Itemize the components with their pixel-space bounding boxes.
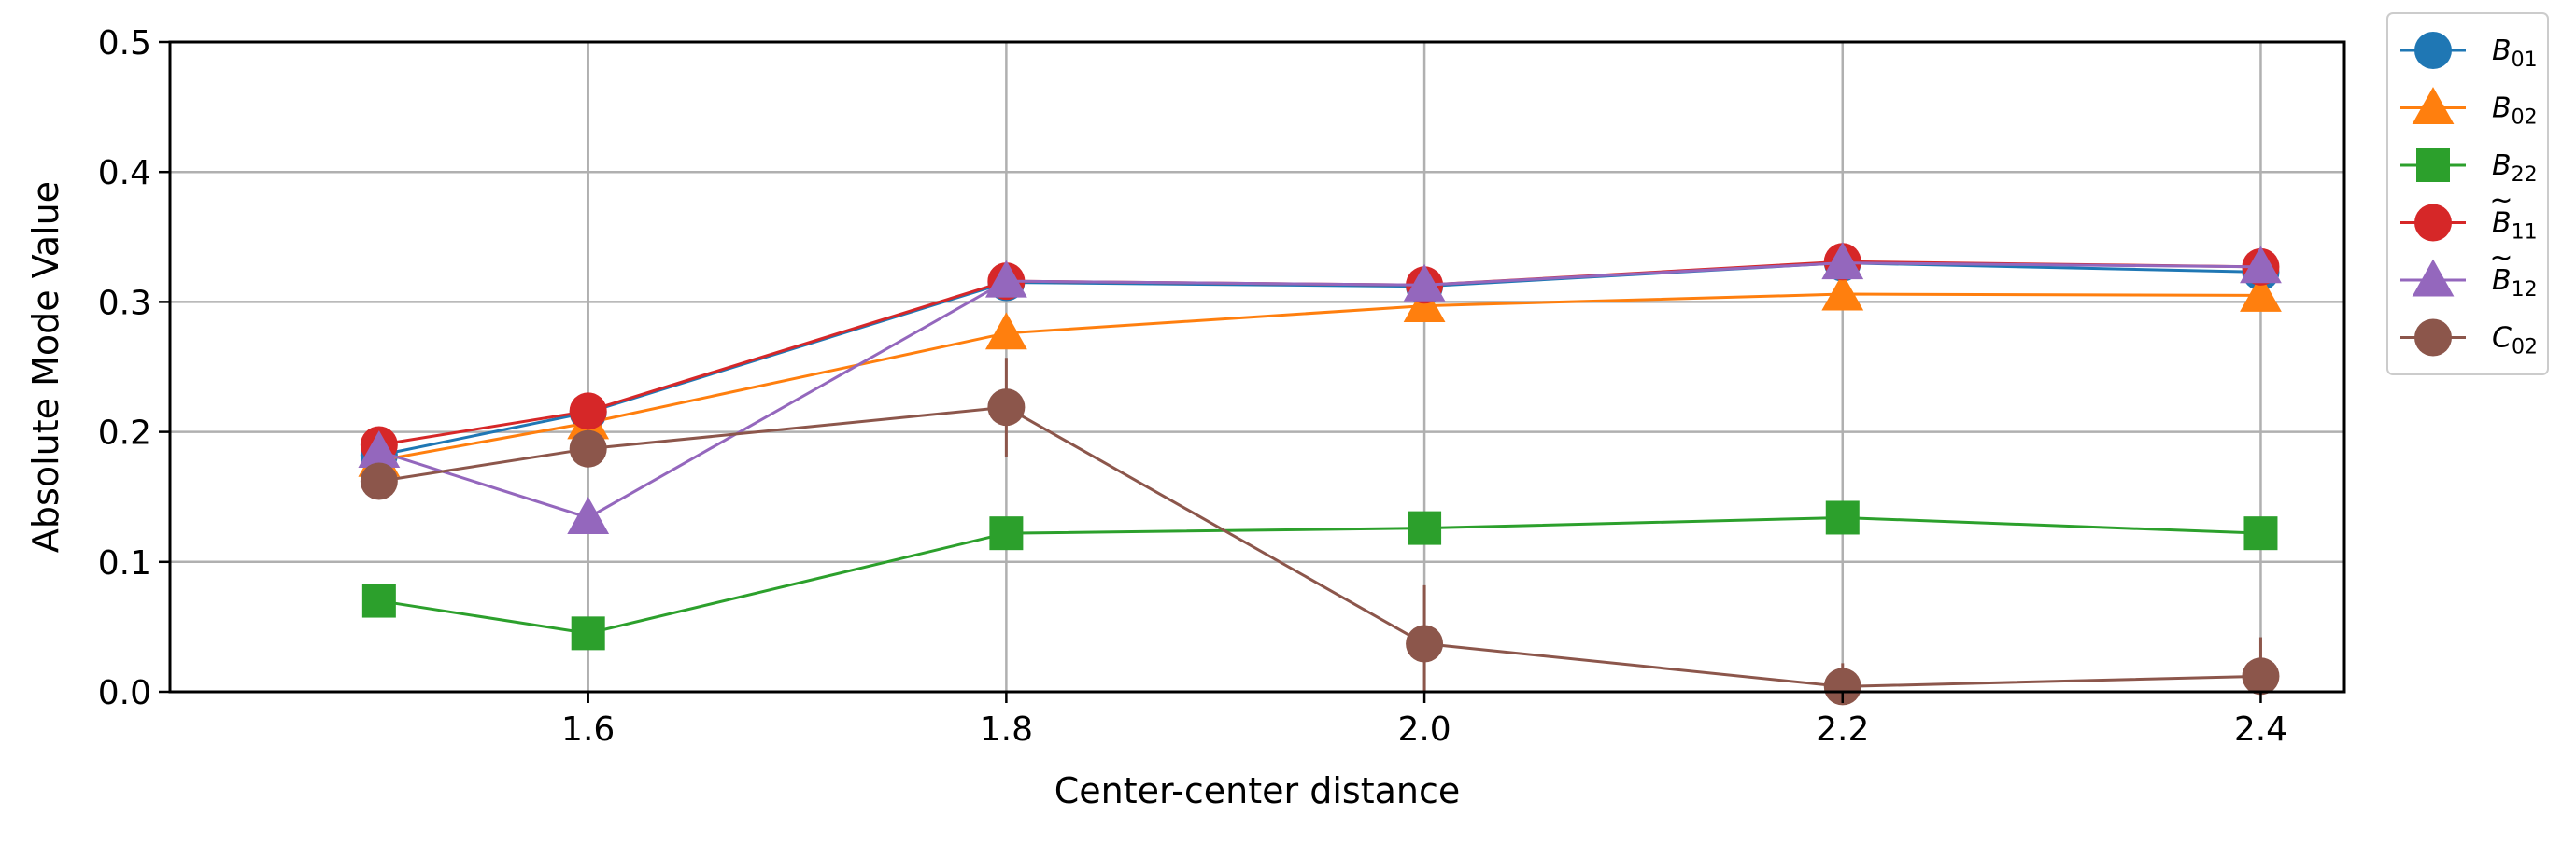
y-tick-label: 0.2 (98, 415, 151, 453)
data-point (361, 584, 396, 618)
legend-marker (2414, 32, 2452, 69)
series-b-22 (361, 500, 2278, 651)
y-tick-label: 0.0 (98, 674, 151, 712)
x-tick-label: 2.0 (1397, 710, 1451, 749)
data-point (1408, 511, 1442, 545)
series-line (378, 260, 2261, 447)
data-point (984, 260, 1027, 298)
series-line (378, 261, 2261, 520)
y-tick-label: 0.3 (98, 284, 151, 322)
series-layer (358, 242, 2282, 706)
legend-subscript: 22 (2512, 163, 2538, 187)
y-axis-title: Absolute Mode Value (25, 181, 66, 553)
data-point (569, 392, 607, 430)
series-line (378, 405, 2261, 688)
x-axis-title: Center-center distance (1054, 770, 1461, 811)
legend-tilde: ~ (2489, 242, 2512, 274)
plot-frame (168, 40, 2346, 694)
legend-marker (2416, 148, 2450, 182)
x-tick-label: 1.8 (980, 710, 1033, 749)
legend-label: B22 (2492, 149, 2538, 187)
data-point (569, 429, 607, 468)
data-point (2240, 274, 2282, 312)
data-point (567, 497, 610, 534)
series-b-tilde-12 (358, 242, 2282, 534)
series-line (378, 515, 2261, 635)
series-b-tilde-11 (360, 243, 2280, 464)
data-point (1825, 500, 1860, 535)
legend-marker (2414, 318, 2452, 357)
legend-marker (2412, 259, 2455, 297)
y-tick-label: 0.1 (98, 544, 151, 583)
series-b-02 (358, 273, 2282, 477)
x-tick-label: 2.2 (1816, 710, 1869, 749)
legend-tilde: ~ (2489, 185, 2512, 218)
x-tick-label: 1.6 (561, 710, 615, 749)
legend-subscript: 02 (2512, 106, 2538, 130)
y-tick-label: 0.5 (98, 24, 151, 63)
data-point (1406, 625, 1444, 663)
legend-item: B01 (2400, 32, 2538, 72)
axis-ticks: 1.6 1.8 2.0 2.2 2.4 0.0 0.1 0.2 0.3 0.4 0.5 (98, 24, 2287, 749)
data-point (1403, 263, 1446, 302)
series-c-02 (360, 358, 2280, 706)
series-line (378, 292, 2261, 462)
legend-subscript: 01 (2512, 49, 2538, 72)
series-b-01 (360, 244, 2280, 474)
legend-marker (2414, 204, 2452, 242)
data-point (358, 430, 401, 468)
data-point (571, 616, 605, 651)
data-point (987, 388, 1026, 427)
data-point (360, 462, 398, 500)
legend-subscript: 11 (2512, 221, 2538, 245)
grid (170, 42, 2344, 692)
legend-item: B22 (2400, 148, 2538, 187)
data-point (1821, 242, 1864, 280)
data-point (989, 516, 1024, 551)
data-point (2242, 657, 2280, 696)
series-line (378, 261, 2261, 457)
legend-marker (2412, 87, 2455, 124)
x-tick-label: 2.4 (2234, 710, 2287, 749)
data-point (2243, 516, 2278, 551)
legend-subscript: 02 (2512, 336, 2538, 359)
legend-subscript: 12 (2512, 278, 2538, 302)
y-tick-label: 0.4 (98, 154, 151, 192)
data-point (2240, 246, 2282, 284)
data-point (1821, 273, 1864, 311)
data-point (984, 312, 1027, 350)
data-point (1823, 668, 1861, 706)
